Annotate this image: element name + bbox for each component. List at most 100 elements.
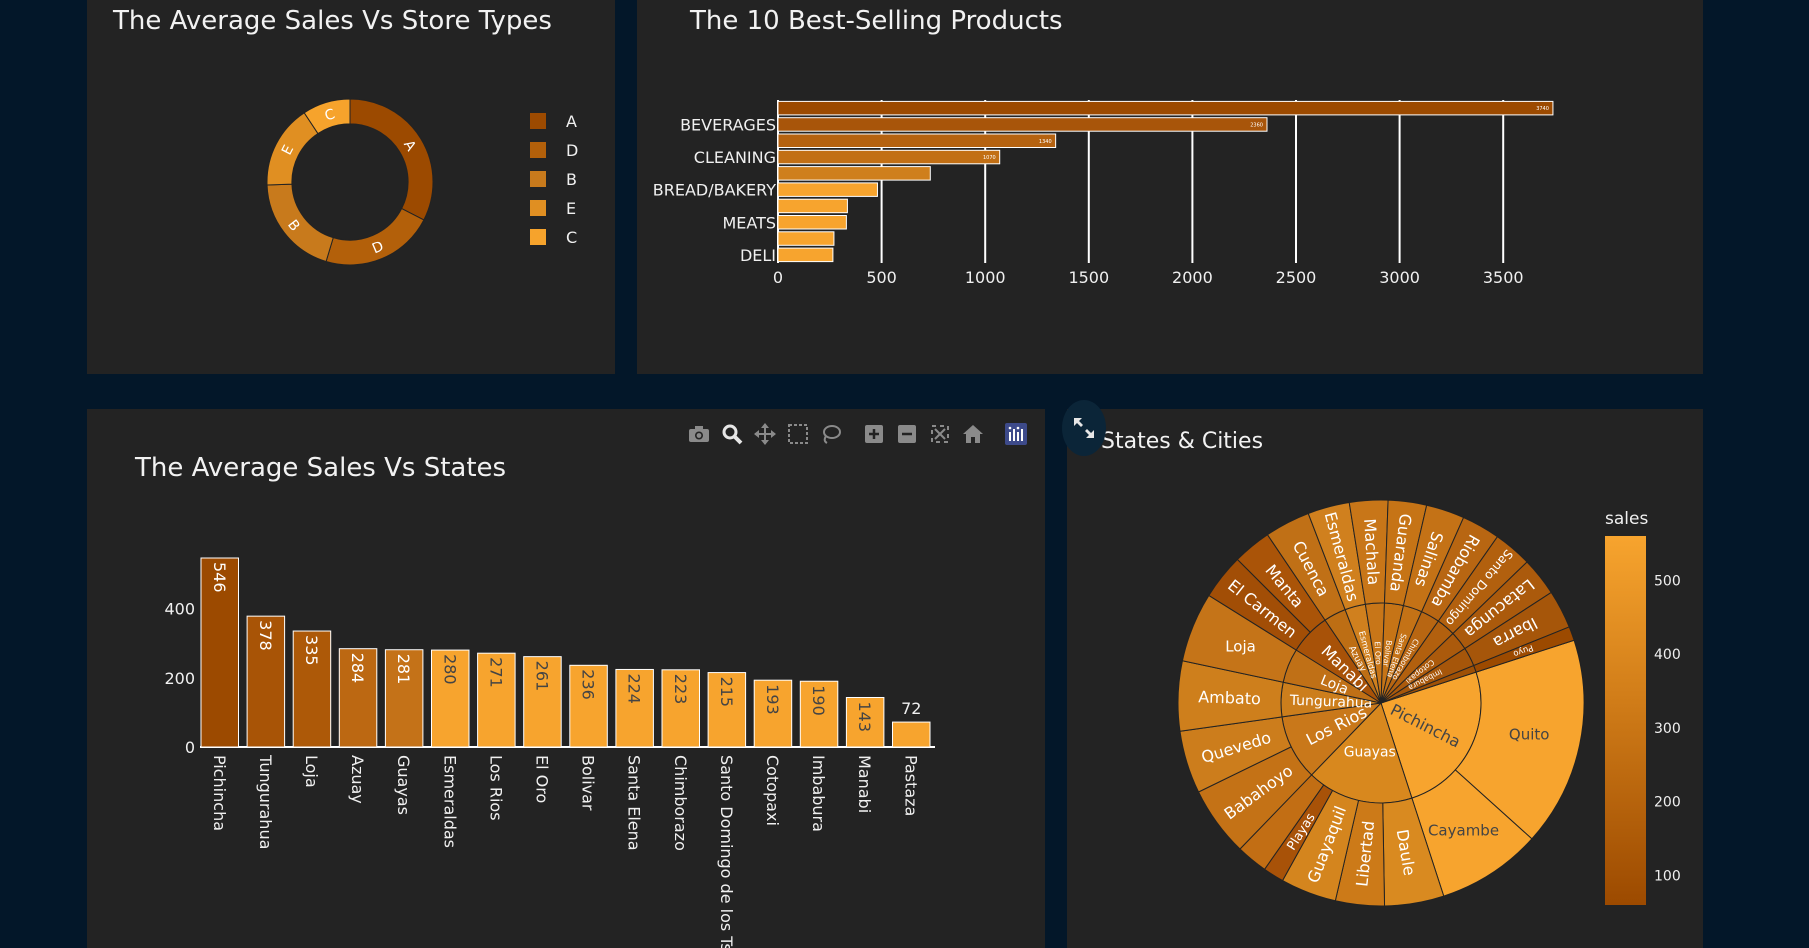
product-bar[interactable] — [777, 100, 1554, 116]
state-bar-bolivar[interactable] — [569, 664, 608, 748]
colorbar-tick-label: 200 — [1654, 795, 1681, 811]
x-tick-label: 2500 — [1276, 268, 1317, 287]
chart-modebar — [682, 419, 1032, 449]
state-bar-value: 143 — [855, 702, 874, 733]
state-bar-loja[interactable] — [292, 630, 332, 748]
fullscreen-button[interactable] — [1062, 400, 1106, 456]
box-select-icon[interactable] — [781, 419, 814, 449]
state-bar-tungurahua[interactable] — [246, 615, 286, 748]
legend-label-a[interactable]: A — [566, 112, 577, 131]
donut-slice-a[interactable] — [349, 98, 434, 221]
plotly-logo-icon[interactable] — [999, 419, 1032, 449]
states-cities-sunburst-chart[interactable]: QuitoCayambePichinchaDauleLibertadGuayaq… — [1067, 409, 1703, 948]
legend-swatch-c[interactable] — [530, 229, 546, 245]
product-bar[interactable] — [777, 198, 848, 214]
product-bar[interactable] — [777, 247, 834, 263]
zoom-in-icon[interactable] — [857, 419, 890, 449]
state-bar-value: 261 — [532, 661, 551, 692]
legend-swatch-e[interactable] — [530, 200, 546, 216]
state-bar-value: 72 — [901, 699, 921, 718]
y-tick-label: 0 — [185, 738, 195, 757]
best-selling-products-bar-chart[interactable]: 0 500 1000 1500 2000 2500 3000 3500 3740 2360 BEVE… — [637, 0, 1703, 374]
states-sales-panel: The Average Sales Vs States — [87, 409, 1045, 948]
product-bar[interactable] — [777, 117, 1268, 132]
x-tick-label: 3500 — [1483, 268, 1524, 287]
state-category-label: Loja — [302, 755, 321, 788]
state-bar-manabi[interactable] — [845, 697, 885, 748]
state-bar-azuay[interactable] — [338, 648, 378, 748]
x-tick-label: 1500 — [1068, 268, 1109, 287]
legend-swatch-a[interactable] — [530, 113, 546, 129]
legend-label-d[interactable]: D — [566, 141, 578, 160]
product-category-label: MEATS — [722, 213, 776, 232]
product-category-label: BREAD/BAKERY — [653, 181, 776, 200]
state-bar-imbabura[interactable] — [799, 680, 839, 748]
state-bar-pastaza[interactable] — [892, 721, 931, 748]
legend-label-e[interactable]: E — [566, 199, 576, 218]
sunburst-city-quito[interactable] — [1454, 639, 1585, 840]
x-tick-label: 0 — [773, 268, 783, 287]
state-bar-santo-domingo-de-los-tsachilas[interactable] — [707, 672, 747, 748]
x-tick-label: 500 — [866, 268, 897, 287]
product-bar[interactable] — [777, 149, 1001, 165]
product-bar[interactable] — [777, 182, 878, 197]
legend-label-c[interactable]: C — [566, 228, 577, 247]
state-bar-chimborazo[interactable] — [661, 669, 700, 748]
state-category-label: El Oro — [532, 755, 551, 803]
state-category-label: Bolivar — [579, 755, 598, 811]
product-bar[interactable] — [777, 215, 847, 230]
product-bar[interactable] — [777, 231, 835, 246]
state-bar-cotopaxi[interactable] — [753, 679, 793, 748]
sunburst-city-label: Cayambe — [1428, 821, 1499, 839]
state-bar-value: 378 — [256, 620, 275, 651]
state-category-label: Chimborazo — [671, 755, 690, 851]
state-bar-value: 280 — [440, 654, 459, 685]
state-category-label: Esmeraldas — [440, 755, 459, 848]
state-category-label: Imbabura — [809, 755, 828, 832]
state-bar-guayas[interactable] — [384, 649, 424, 748]
state-bar-el-oro[interactable] — [523, 656, 562, 748]
autoscale-icon[interactable] — [923, 419, 956, 449]
donut-slice-label: C — [323, 106, 337, 124]
lasso-icon[interactable] — [814, 419, 847, 449]
camera-icon[interactable] — [682, 419, 715, 449]
reset-axes-icon[interactable] — [956, 419, 989, 449]
y-tick-label: 400 — [164, 600, 195, 619]
state-bar-value: 224 — [625, 673, 644, 704]
product-category-label: BEVERAGES — [680, 115, 776, 134]
pan-icon[interactable] — [748, 419, 781, 449]
state-bar-value: 546 — [210, 562, 229, 593]
store-types-title: The Average Sales Vs Store Types — [113, 6, 552, 36]
sunburst-state-label: Tungurahua — [1288, 693, 1372, 712]
state-bar-esmeraldas[interactable] — [431, 649, 470, 748]
x-tick-label: 3000 — [1379, 268, 1420, 287]
sunburst-city-puyo[interactable] — [1473, 626, 1575, 673]
product-bar[interactable] — [777, 133, 1057, 148]
x-tick-label: 1000 — [965, 268, 1006, 287]
state-bar-value: 215 — [717, 677, 736, 708]
states-sales-title: The Average Sales Vs States — [135, 453, 507, 483]
colorbar-tick-label: 300 — [1654, 721, 1681, 737]
zoom-icon[interactable] — [715, 419, 748, 449]
state-category-label: Los Rios — [486, 755, 505, 821]
product-bar[interactable] — [777, 166, 931, 181]
product-bar-value: 1340 — [1039, 139, 1052, 145]
states-cities-title: States & Cities — [1101, 429, 1264, 454]
state-bar-los-rios[interactable] — [477, 652, 516, 748]
zoom-out-icon[interactable] — [890, 419, 923, 449]
product-category-label: CLEANING — [694, 148, 776, 167]
states-sales-bar-chart[interactable]: 0 200 400 546 Pichincha 378 Tungurahua 335 Loja 2… — [87, 409, 1045, 948]
donut-slice-c[interactable] — [303, 98, 351, 135]
product-bar-value: 2360 — [1250, 122, 1263, 128]
state-bar-santa-elena[interactable] — [615, 668, 654, 748]
legend-swatch-b[interactable] — [530, 171, 546, 187]
legend-swatch-d[interactable] — [530, 142, 546, 158]
legend-label-b[interactable]: B — [566, 170, 577, 189]
state-bar-pichincha[interactable] — [200, 557, 239, 748]
state-category-label: Pastaza — [901, 755, 920, 816]
sunburst-state-label: El Oro — [1373, 641, 1383, 665]
colorbar — [1605, 536, 1646, 905]
product-bar-value: 3740 — [1536, 106, 1549, 112]
